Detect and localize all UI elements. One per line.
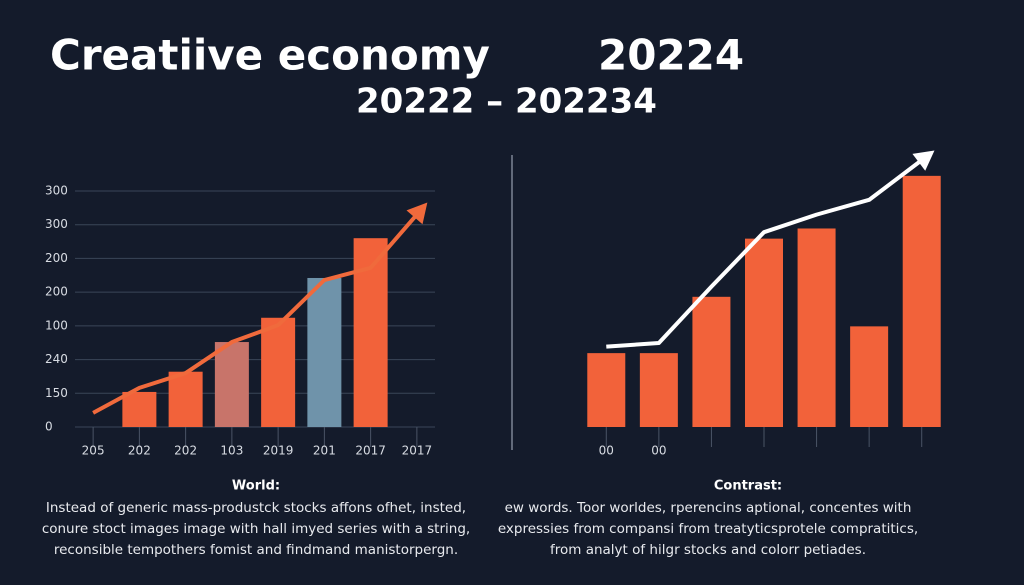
caption-line: reconsible tempothers fomist and findman… [54,542,458,558]
title-year: 20224 [598,31,744,80]
y-tick-label: 240 [45,352,68,366]
bar [122,391,157,427]
bar [307,277,342,427]
trend-arrowhead [912,150,935,171]
subtitle: 20222 – 202234 [356,82,657,122]
y-tick-label: 300 [45,217,68,231]
bar [261,317,296,427]
bar [587,353,626,427]
bar [850,326,889,427]
bar [692,296,731,427]
caption-line: expressies from compansi from treatytics… [498,521,918,537]
y-tick-label: 150 [45,386,68,400]
trend-line [606,158,923,349]
trend-arrowhead [406,202,428,225]
bar [214,342,249,427]
x-tick-label: 2019 [263,444,294,458]
x-tick-label: 205 [82,444,105,458]
caption-line: Instead of generic mass-produstck stocks… [46,500,466,516]
caption-line: from analyt of hilgr stocks and colorr p… [550,542,866,558]
x-tick-label: 103 [220,444,243,458]
y-tick-label: 200 [45,285,68,299]
x-tick-label: 00 [599,444,614,458]
title: Creatiive economy [50,31,490,80]
y-tick-label: 100 [45,318,68,332]
bar [745,238,783,427]
y-tick-label: 0 [45,420,53,434]
bar [639,353,678,427]
x-tick-label: 202 [128,444,151,458]
bar [797,228,836,427]
x-tick-label: 201 [313,444,336,458]
y-tick-label: 300 [45,184,68,198]
x-tick-label: 00 [651,444,666,458]
bar [902,175,941,427]
caption-line: conure stoct images image with hall imye… [42,521,470,537]
caption-heading: Contrast: [714,479,782,494]
x-tick-label: 202 [174,444,197,458]
caption-heading: World: [232,479,280,494]
bar [168,371,203,427]
x-tick-label: 2017 [355,444,386,458]
caption-line: ew words. Toor worldes, rperencins aptio… [505,500,912,516]
y-tick-label: 200 [45,251,68,265]
trend-line [92,213,419,415]
x-tick-label: 2017 [402,444,433,458]
